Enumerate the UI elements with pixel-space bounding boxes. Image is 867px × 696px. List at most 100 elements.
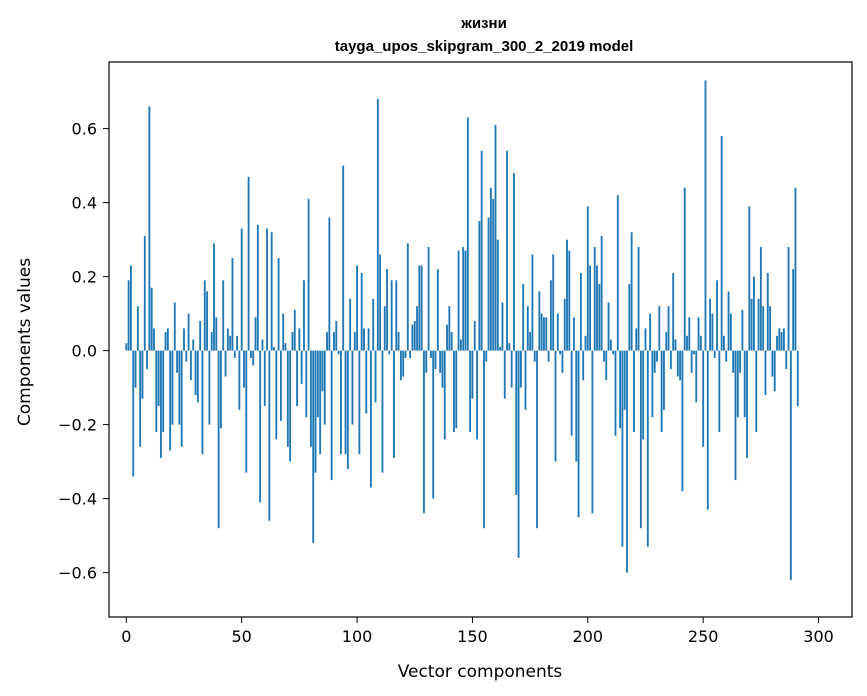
bar-245 [690,350,693,373]
bar-58 [259,350,262,503]
bar-36 [208,350,211,425]
bar-39 [215,317,218,351]
bar-147 [464,250,467,351]
bar-257 [718,350,721,432]
bar-170 [517,350,520,558]
bar-139 [446,324,448,351]
bars-group [125,80,799,580]
bar-188 [559,350,562,355]
bar-179 [538,291,541,351]
bar-119 [399,350,402,381]
bar-84 [319,350,322,455]
bar-224 [642,350,645,440]
bar-136 [439,350,442,373]
chart-subtitle: tayga_upos_skipgram_300_2_2019 model [335,38,634,55]
bar-184 [549,280,552,351]
bar-216 [623,350,626,410]
bar-225 [644,328,647,351]
bar-194 [573,317,575,351]
bar-16 [162,350,165,432]
bar-70 [286,350,289,447]
bar-186 [554,350,557,462]
bar-274 [757,298,760,351]
bar-232 [660,350,663,432]
bar-60 [263,350,266,407]
bar-143 [455,350,458,429]
bar-243 [686,335,688,351]
bar-96 [346,350,349,469]
bar-205 [598,284,601,351]
bar-276 [762,306,765,351]
bar-35 [206,291,208,351]
bar-256 [716,280,718,351]
y-axis: −0.6 −0.4 −0.2 0.0 0.2 0.4 0.6 [58,120,109,583]
bar-75 [298,328,301,351]
bar-115 [390,280,393,351]
bar-247 [695,350,698,403]
bar-277 [764,350,767,395]
bar-32 [199,321,202,351]
bar-118 [397,332,400,351]
bar-132 [429,350,432,358]
bar-110 [379,254,382,351]
bar-220 [633,350,635,432]
bar-162 [499,346,502,351]
bar-45 [229,335,232,351]
bar-63 [270,232,273,351]
bar-138 [443,350,446,440]
bar-137 [441,350,444,388]
bar-94 [342,165,345,351]
bar-64 [273,346,275,351]
bar-172 [522,284,525,351]
x-axis-label: Vector components [398,662,563,682]
bar-83 [316,350,319,418]
bar-17 [164,332,167,351]
bar-200 [586,206,589,351]
bar-66 [277,258,280,351]
bar-31 [196,350,199,403]
bar-89 [330,350,333,481]
y-tick-label: −0.6 [58,564,97,583]
bar-272 [753,276,755,351]
bar-238 [674,339,677,351]
bar-78 [305,350,308,418]
bar-252 [706,350,709,510]
bar-4 [134,350,137,388]
bar-185 [552,254,555,351]
bar-151 [473,321,476,351]
bar-86 [323,350,326,425]
bar-280 [771,350,774,377]
bar-72 [291,332,294,351]
bar-267 [741,309,744,351]
bar-251 [704,80,707,351]
bar-122 [406,243,409,351]
x-tick-label: 50 [231,627,251,646]
bar-289 [792,269,795,351]
bar-9 [146,350,148,370]
bar-287 [787,247,790,351]
bar-253 [709,298,712,351]
bar-219 [630,232,633,351]
bar-231 [658,306,661,351]
bar-233 [663,350,665,410]
bar-2 [130,265,132,351]
bar-55 [252,350,255,366]
bar-133 [432,350,435,499]
bar-149 [469,350,472,432]
bar-131 [427,247,430,351]
bar-91 [335,321,338,351]
bar-106 [369,350,372,488]
bar-126 [416,306,418,351]
bar-135 [436,269,439,351]
bar-120 [402,350,405,377]
bar-222 [637,247,640,351]
bar-7 [141,350,144,399]
bar-41 [219,350,222,429]
bar-286 [785,350,788,370]
bar-43 [224,350,227,377]
bar-37 [210,332,213,351]
bar-18 [166,328,169,351]
bar-178 [536,350,538,529]
bar-213 [616,195,619,351]
bar-157 [487,217,490,351]
